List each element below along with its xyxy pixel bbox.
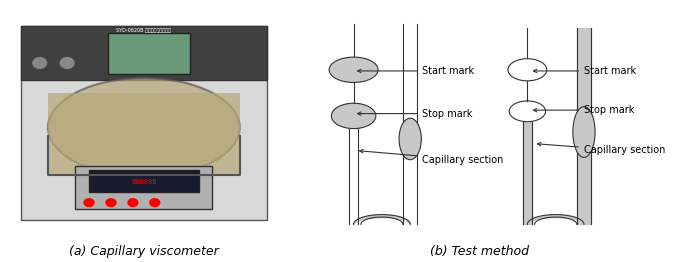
Text: Capillary section: Capillary section <box>360 149 503 165</box>
FancyBboxPatch shape <box>108 33 190 74</box>
Ellipse shape <box>399 118 421 160</box>
Text: (a) Capillary viscometer: (a) Capillary viscometer <box>69 245 219 258</box>
Ellipse shape <box>508 59 547 81</box>
Text: Stop mark: Stop mark <box>534 105 634 115</box>
Bar <box>48 93 240 175</box>
Text: Stop mark: Stop mark <box>358 109 473 119</box>
Circle shape <box>84 199 94 206</box>
Bar <box>75 166 212 209</box>
Ellipse shape <box>332 103 376 129</box>
Ellipse shape <box>329 57 378 83</box>
Circle shape <box>150 199 160 206</box>
Text: (b) Test method: (b) Test method <box>430 245 529 258</box>
Text: SYD-0620B 沥青运动粘度试验器: SYD-0620B 沥青运动粘度试验器 <box>116 28 171 33</box>
Text: Start mark: Start mark <box>358 66 475 76</box>
Ellipse shape <box>573 107 595 157</box>
Circle shape <box>33 58 47 68</box>
Circle shape <box>128 199 138 206</box>
FancyBboxPatch shape <box>21 26 267 220</box>
Text: 888888: 888888 <box>131 179 157 185</box>
Bar <box>21 26 267 80</box>
Text: Capillary section: Capillary section <box>538 143 665 155</box>
Circle shape <box>60 58 74 68</box>
Ellipse shape <box>509 101 545 122</box>
Circle shape <box>106 199 116 206</box>
Bar <box>89 170 199 192</box>
Ellipse shape <box>48 78 240 177</box>
Text: Start mark: Start mark <box>534 66 636 76</box>
